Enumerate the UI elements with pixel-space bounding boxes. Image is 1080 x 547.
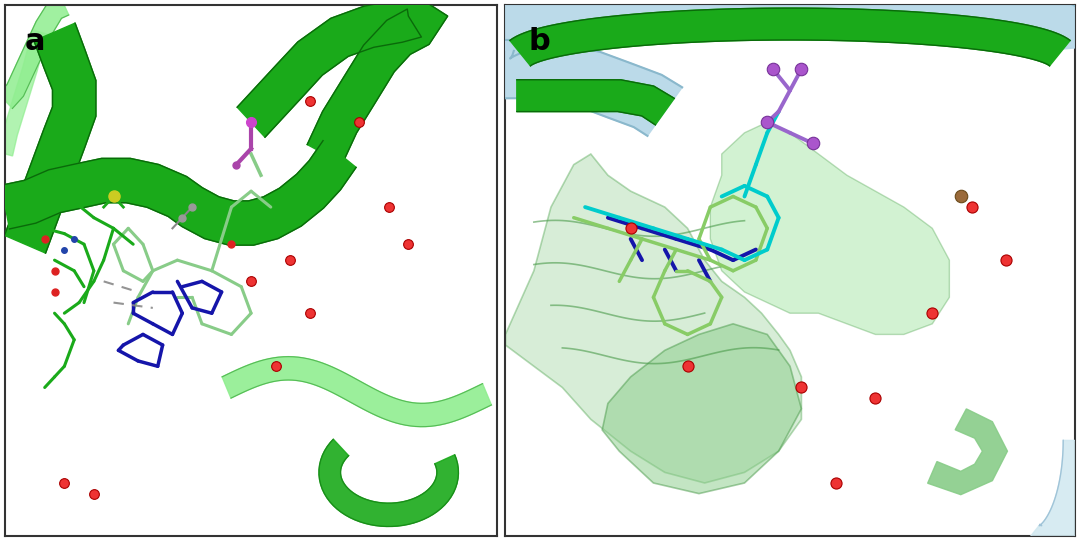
PathPatch shape — [711, 122, 949, 334]
PathPatch shape — [603, 324, 801, 493]
Polygon shape — [510, 8, 1070, 66]
Polygon shape — [451, 0, 1080, 59]
Text: b: b — [528, 27, 550, 56]
PathPatch shape — [505, 154, 801, 483]
Polygon shape — [319, 439, 458, 526]
Text: a: a — [25, 27, 45, 56]
Polygon shape — [1013, 440, 1080, 547]
Polygon shape — [222, 357, 491, 427]
Polygon shape — [238, 0, 447, 164]
Polygon shape — [928, 409, 1008, 494]
Polygon shape — [477, 40, 683, 136]
Polygon shape — [0, 30, 46, 156]
Polygon shape — [517, 80, 674, 125]
Polygon shape — [4, 23, 96, 253]
Polygon shape — [1, 141, 356, 245]
Polygon shape — [0, 0, 69, 108]
